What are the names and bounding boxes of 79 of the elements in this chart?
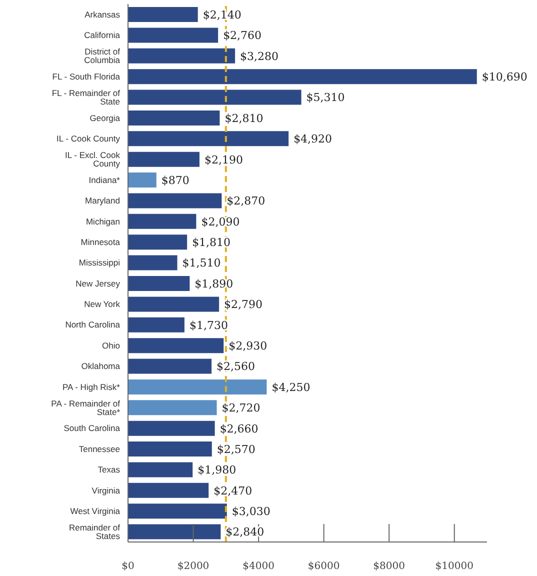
y-tick-label: Georgia xyxy=(90,112,120,123)
bar xyxy=(128,193,222,208)
y-tick-label: District of Columbia xyxy=(84,46,121,65)
bar xyxy=(128,90,302,105)
bar xyxy=(128,482,209,498)
bar xyxy=(128,214,196,229)
y-tick-label: South Carolina xyxy=(64,423,120,434)
bar xyxy=(128,48,236,64)
bar xyxy=(128,28,218,43)
data-label: $2,190 xyxy=(204,153,243,166)
y-tick-label: Virginia xyxy=(92,485,120,496)
bar xyxy=(128,69,477,84)
data-label: $5,310 xyxy=(306,91,345,104)
y-tick-label: California xyxy=(84,30,120,40)
bar xyxy=(128,358,212,374)
bar xyxy=(128,7,198,22)
data-label: $1,510 xyxy=(182,256,221,270)
data-label: $2,760 xyxy=(223,29,262,42)
y-tick-label: North Carolina xyxy=(65,320,120,330)
bar xyxy=(128,462,193,478)
y-tick-label: West Virginia xyxy=(70,506,120,516)
y-tick-label: Maryland xyxy=(85,196,120,206)
bar xyxy=(128,524,221,540)
x-tick-label: $8000 xyxy=(373,561,405,572)
data-label: $2,870 xyxy=(226,194,266,208)
y-tick-label: Ohio xyxy=(102,340,120,350)
bar xyxy=(128,400,217,416)
x-tick-label: $4000 xyxy=(242,561,274,572)
y-tick-label: New Jersey xyxy=(76,278,121,288)
data-label: $1,810 xyxy=(192,236,231,250)
y-tick-label: Arkansas xyxy=(84,9,120,20)
bar xyxy=(128,276,190,291)
bar xyxy=(128,255,178,270)
x-tick-label: $6000 xyxy=(308,561,340,572)
bar xyxy=(128,317,184,332)
bar xyxy=(128,110,220,126)
y-tick-label: Indiana* xyxy=(88,174,121,185)
data-label: $3,280 xyxy=(240,50,279,63)
bar xyxy=(128,234,188,250)
data-label: $1,730 xyxy=(189,318,228,332)
bar xyxy=(128,172,156,188)
data-label: $2,930 xyxy=(228,339,268,352)
y-tick-label: Oklahoma xyxy=(81,361,120,372)
y-tick-label: Mississippi xyxy=(78,258,120,268)
y-tick-label: FL - Remainder of State xyxy=(52,88,121,106)
data-label: $870 xyxy=(161,174,190,187)
data-label: $1,980 xyxy=(198,464,236,477)
bar xyxy=(128,504,227,519)
bar xyxy=(128,379,267,394)
y-tick-label: Remainder of States xyxy=(68,522,121,541)
bar xyxy=(128,420,215,436)
y-tick-label: PA - Remainder of State* xyxy=(51,398,121,417)
y-tick-label: Tennessee xyxy=(78,444,120,454)
bar xyxy=(128,338,224,354)
y-tick-label: FL - South Florida xyxy=(52,71,120,82)
data-label: $3,030 xyxy=(232,505,270,518)
data-label: $4,250 xyxy=(272,380,310,394)
x-tick-label: $2000 xyxy=(177,561,210,572)
data-label: $2,470 xyxy=(214,484,252,498)
y-tick-label: PA - High Risk* xyxy=(62,382,121,392)
data-label: $4,920 xyxy=(294,132,332,146)
data-label: $2,790 xyxy=(224,298,263,312)
data-label: $10,690 xyxy=(482,70,528,84)
y-tick-label: IL - Cook County xyxy=(56,134,121,144)
data-label: $1,890 xyxy=(194,277,234,290)
bar xyxy=(128,442,212,457)
bar xyxy=(128,131,289,146)
bar xyxy=(128,296,220,312)
y-tick-label: Michigan xyxy=(86,216,120,226)
y-tick-label: Texas xyxy=(98,464,120,475)
data-label: $2,090 xyxy=(201,215,240,228)
y-tick-label: Minnesota xyxy=(80,236,120,247)
data-label: $2,560 xyxy=(216,360,256,374)
y-tick-label: IL - Excl. Cook County xyxy=(65,150,121,168)
x-tick-label: $10000 xyxy=(435,561,474,572)
data-label: $2,140 xyxy=(202,8,242,22)
x-tick-label: $0 xyxy=(122,561,134,572)
bar xyxy=(128,152,200,167)
y-tick-label: New York xyxy=(84,299,121,310)
